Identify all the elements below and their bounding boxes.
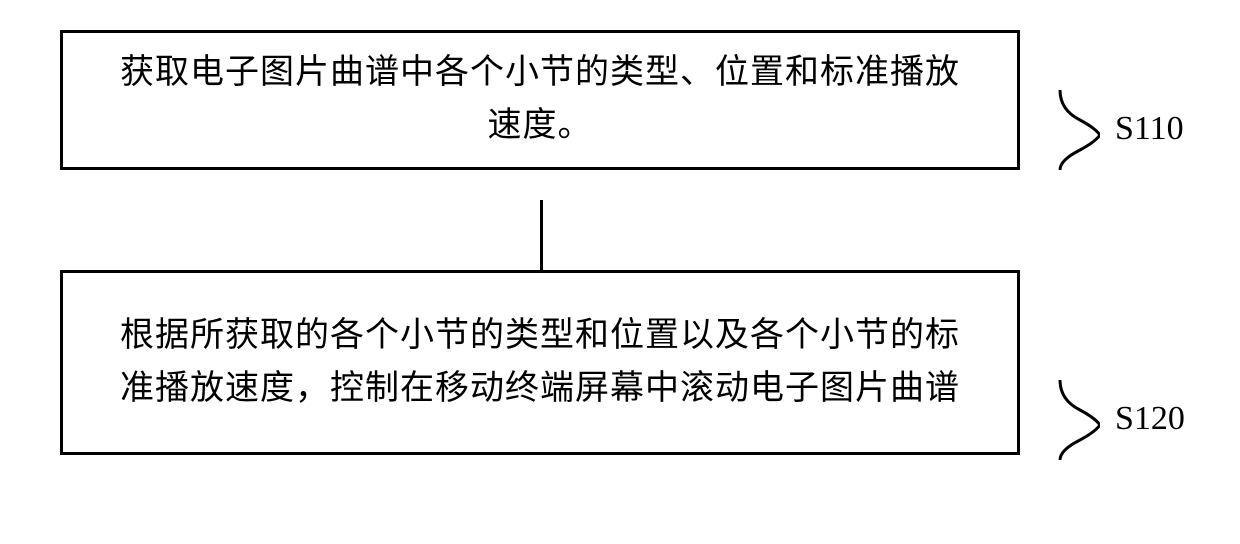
connector-curve-1 bbox=[1020, 90, 1100, 170]
step-label-2: S120 bbox=[1115, 400, 1185, 438]
arrow-line bbox=[540, 200, 543, 280]
flowchart-node-step2: 根据所获取的各个小节的类型和位置以及各个小节的标准播放速度，控制在移动终端屏幕中… bbox=[60, 270, 1020, 455]
flowchart-node-step1: 获取电子图片曲谱中各个小节的类型、位置和标准播放速度。 bbox=[60, 30, 1020, 170]
flowchart-container: 获取电子图片曲谱中各个小节的类型、位置和标准播放速度。 根据所获取的各个小节的类… bbox=[60, 30, 1180, 455]
connector-curve-2 bbox=[1020, 380, 1100, 460]
node-text: 获取电子图片曲谱中各个小节的类型、位置和标准播放速度。 bbox=[103, 47, 977, 152]
step-label-1: S110 bbox=[1115, 110, 1184, 148]
node-text: 根据所获取的各个小节的类型和位置以及各个小节的标准播放速度，控制在移动终端屏幕中… bbox=[103, 310, 977, 415]
